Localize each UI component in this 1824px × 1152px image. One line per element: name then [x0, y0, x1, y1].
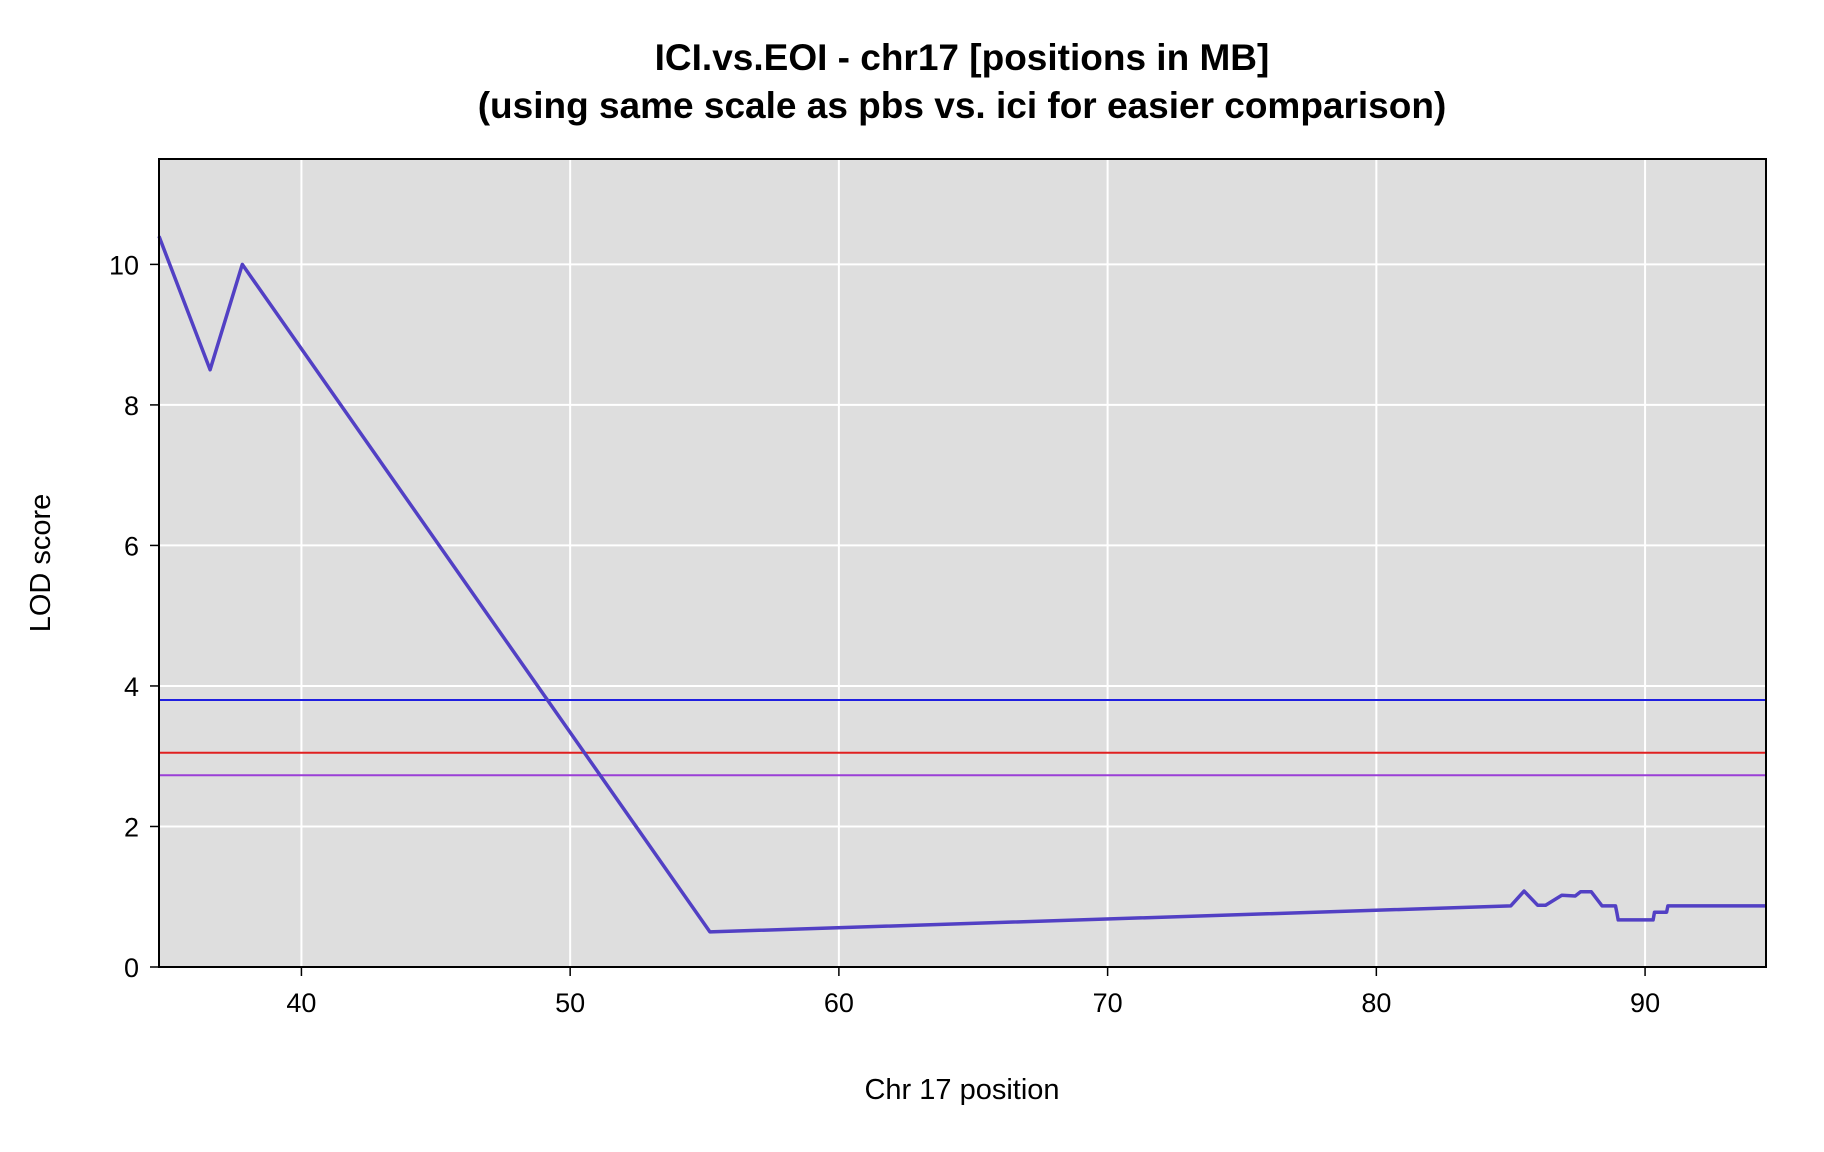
x-tick-label-0: 40 [286, 988, 316, 1018]
x-tick-label-1: 50 [555, 988, 585, 1018]
threshold-lines [159, 699, 1766, 777]
y-tick-label-5: 10 [109, 250, 139, 280]
x-tick-label-2: 60 [824, 988, 854, 1018]
y-axis-label: LOD score [25, 494, 57, 633]
plot-frame [158, 158, 1767, 968]
x-tick-label-4: 80 [1361, 988, 1391, 1018]
y-tick-label-3: 6 [124, 531, 139, 561]
y-tick-label-0: 0 [124, 953, 139, 983]
y-axis-ticks: 0 2 4 6 8 10 [109, 250, 159, 983]
x-tick-label-5: 90 [1630, 988, 1660, 1018]
y-tick-label-2: 4 [124, 672, 139, 702]
y-tick-label-4: 8 [124, 391, 139, 421]
chart-subtitle: (using same scale as pbs vs. ici for eas… [478, 85, 1447, 126]
x-tick-label-3: 70 [1093, 988, 1123, 1018]
chart-title: ICI.vs.EOI - chr17 [positions in MB] [655, 37, 1270, 78]
x-axis-label: Chr 17 position [864, 1074, 1059, 1106]
y-tick-label-1: 2 [124, 812, 139, 842]
lod-series-line [157, 235, 1766, 934]
plot-background [159, 159, 1766, 967]
x-axis-ticks: 40 50 60 70 80 90 [286, 967, 1660, 1018]
